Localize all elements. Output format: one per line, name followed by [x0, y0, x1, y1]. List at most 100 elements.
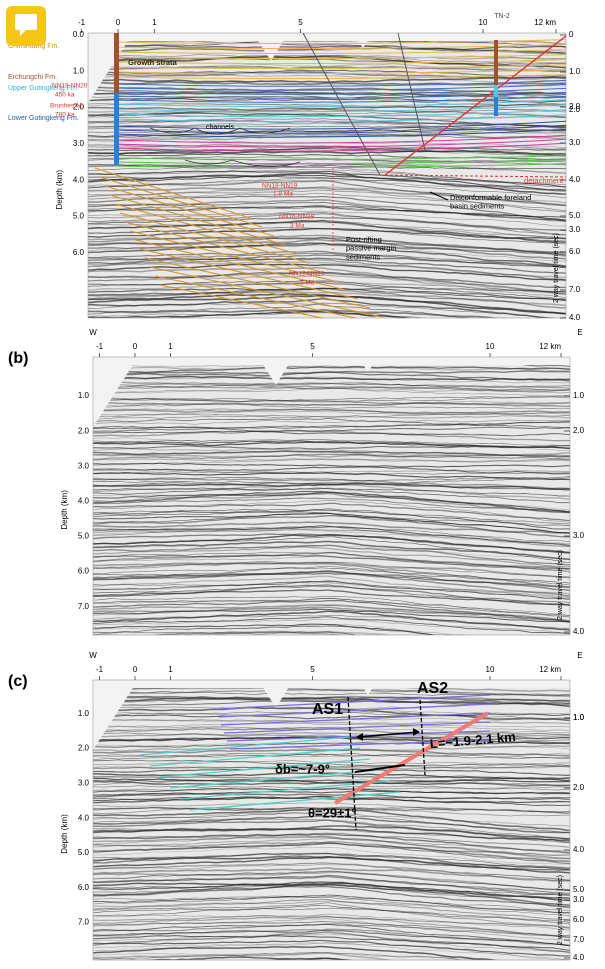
reflector [93, 790, 570, 796]
reflector [93, 421, 570, 432]
horizon [94, 167, 251, 219]
time-tick-label: 0 [569, 30, 574, 39]
top-tick-label: 0 [116, 18, 121, 27]
reflector [93, 497, 570, 513]
arrow-head [413, 728, 420, 736]
top-tick-label: 12 km [539, 665, 561, 674]
reflector [93, 492, 570, 513]
notch [353, 33, 373, 48]
horizon [114, 120, 566, 130]
reflector [93, 852, 570, 871]
reflector [93, 375, 570, 382]
reflector [93, 732, 570, 738]
horizon [114, 87, 566, 95]
horizon [217, 703, 491, 718]
reflector [93, 688, 570, 696]
top-tick-label: 1 [152, 18, 157, 27]
reflector [93, 741, 570, 748]
time-tick-label: 3.0 [573, 531, 585, 540]
time-tick-label: 1.0 [573, 713, 585, 722]
horizon [114, 138, 566, 148]
reflector [93, 385, 570, 390]
horizon [114, 44, 566, 50]
reflector [88, 216, 566, 231]
reflector [88, 54, 566, 60]
blank-wedge [93, 357, 138, 427]
reflector [88, 55, 566, 69]
marker-label: Brunhes-M. [50, 103, 84, 110]
depth-tick-label: 0.0 [73, 30, 85, 39]
reflector [88, 103, 566, 111]
axial-surface [419, 699, 426, 776]
reflector [93, 513, 570, 534]
reflector [93, 815, 570, 834]
reflector [93, 554, 570, 570]
reflector [88, 244, 566, 262]
reflector [93, 907, 570, 923]
reflector [93, 608, 570, 623]
reflector [93, 386, 570, 394]
channel-line [149, 127, 291, 135]
reflector [93, 687, 570, 698]
reflector [93, 451, 570, 459]
depth-axis-title: Depth (km) [60, 490, 69, 530]
reflector [93, 487, 570, 504]
reflector [88, 236, 566, 260]
reflector [93, 835, 570, 852]
reflector [93, 772, 570, 782]
reflector [93, 913, 570, 931]
reflector [88, 146, 566, 152]
reflector [88, 80, 566, 87]
reflector [88, 118, 566, 128]
horizon [114, 74, 566, 80]
text-line: Post-rifting [346, 235, 382, 244]
theta-label: θ=29±1° [308, 805, 357, 820]
biozone-label: 1.8 Ma [273, 191, 293, 198]
arrow [429, 191, 449, 201]
reflector [93, 453, 570, 460]
reflector [93, 458, 570, 463]
reflector [88, 133, 566, 139]
reflector [88, 186, 566, 204]
reflector [93, 395, 570, 402]
notch [258, 357, 293, 385]
time-tick-label: 2.0 [569, 102, 581, 111]
detachment-line [379, 174, 566, 178]
horizon [114, 59, 566, 65]
depth-tick-label: 4.0 [78, 813, 90, 822]
biozone-label: NN12-NN13 [289, 271, 325, 278]
reflector [93, 867, 570, 882]
reflector [93, 382, 570, 391]
well-log-right [494, 40, 498, 88]
reflector [93, 526, 570, 547]
reflector [93, 365, 570, 371]
reflector [93, 711, 570, 719]
reflector [93, 508, 570, 525]
time-tick-label: 1.0 [573, 713, 585, 722]
reflector [93, 886, 570, 908]
text-line: sediments [346, 252, 380, 261]
reflector [93, 502, 570, 522]
reflector [93, 551, 570, 572]
reflector [93, 400, 570, 407]
reflector [93, 837, 570, 860]
reflector [93, 584, 570, 607]
reflector [93, 438, 570, 447]
reflector [93, 525, 570, 547]
reflector [93, 466, 570, 475]
fault [384, 35, 566, 176]
reflector [88, 287, 566, 301]
reflector [93, 419, 570, 425]
image-frame [92, 679, 571, 961]
notch [358, 680, 378, 695]
top-tick-label: 1 [168, 665, 173, 674]
horizon [220, 712, 491, 726]
top-tick-label: -1 [78, 18, 86, 27]
reflector [93, 902, 570, 928]
image-frame [87, 32, 567, 319]
growth-strata-label: Growth strata [128, 58, 178, 67]
reflector [93, 555, 570, 573]
as1-label: AS1 [312, 701, 343, 718]
